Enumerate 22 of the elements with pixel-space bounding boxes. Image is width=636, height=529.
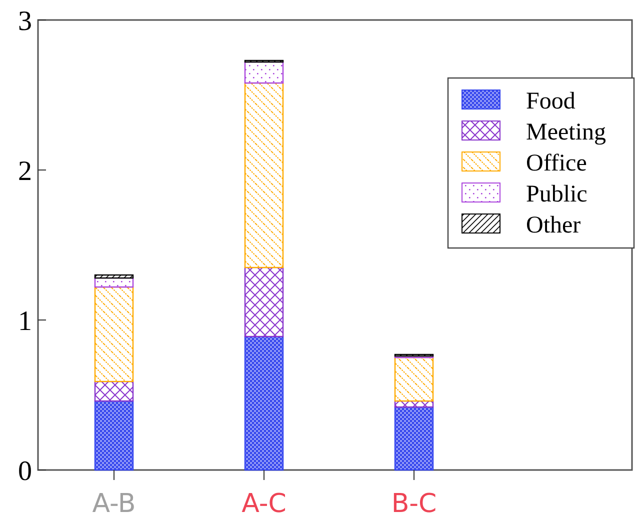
bar — [244, 82, 284, 268]
bar — [394, 406, 434, 471]
y-tick-label: 0 — [18, 456, 32, 487]
bar — [94, 380, 134, 402]
y-tick-label: 3 — [18, 6, 32, 37]
bar — [94, 286, 134, 382]
legend-label: Other — [526, 212, 581, 238]
bar — [394, 356, 434, 402]
bar — [94, 274, 134, 279]
y-tick-label: 1 — [18, 306, 32, 337]
x-tick-label: B-C — [391, 489, 437, 519]
legend-label: Food — [526, 88, 576, 114]
x-tick-label: A-B — [92, 489, 136, 519]
bar — [244, 336, 284, 471]
bar — [94, 400, 134, 471]
bar — [244, 266, 284, 338]
legend-label: Meeting — [526, 119, 606, 146]
legend-label: Office — [526, 150, 587, 176]
legend-label: Public — [526, 181, 588, 208]
y-tick-label: 2 — [18, 156, 32, 187]
x-tick-label: A-C — [242, 489, 286, 519]
bar — [244, 61, 284, 84]
